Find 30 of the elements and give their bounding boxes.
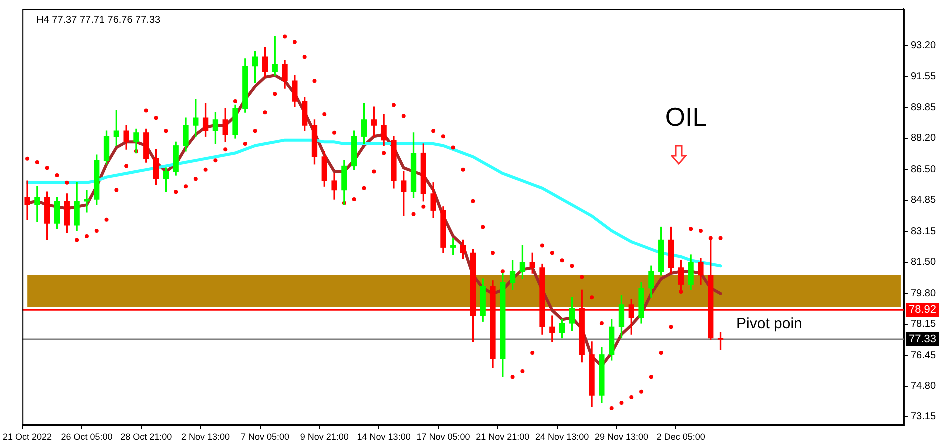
- y-tick-label: 86.50: [910, 164, 936, 176]
- ref-line-label: Pivot poin: [736, 315, 802, 332]
- y-tick-label: 84.85: [910, 195, 936, 206]
- annotation: 77.33: [908, 334, 937, 346]
- x-tick-label: 21 Nov 21:00: [476, 432, 530, 442]
- x-tick-label: 21 Oct 2022: [3, 432, 52, 442]
- x-tick-label: 9 Nov 21:00: [300, 432, 349, 442]
- y-tick-label: 76.45: [910, 350, 936, 362]
- annotation: 78.92: [908, 304, 937, 316]
- x-tick-label: 17 Nov 05:00: [416, 432, 470, 442]
- x-tick-label: 28 Oct 21:00: [120, 432, 172, 442]
- y-tick-label: 93.20: [910, 40, 936, 52]
- x-tick-label: 7 Nov 05:00: [240, 432, 290, 442]
- x-tick-label: 29 Nov 13:00: [594, 432, 649, 442]
- y-tick-label: 74.80: [910, 381, 936, 392]
- x-tick-label: 14 Nov 13:00: [357, 432, 411, 442]
- x-tick-label: 26 Oct 05:00: [61, 432, 113, 442]
- y-tick-label: 78.15: [910, 319, 936, 330]
- y-tick-label: 83.15: [910, 226, 936, 238]
- y-tick-label: 81.50: [910, 257, 936, 268]
- x-tick-label: 2 Dec 05:00: [656, 432, 706, 442]
- y-tick-label: 91.55: [910, 71, 936, 82]
- y-tick-label: 73.15: [910, 412, 936, 423]
- y-tick-label: 79.80: [910, 288, 936, 300]
- x-tick-label: 2 Nov 13:00: [182, 432, 230, 442]
- text: H4 77.37 77.71 76.76 77.33: [36, 14, 162, 26]
- y-tick-label: 89.85: [910, 102, 936, 114]
- annotation: OIL: [665, 102, 708, 132]
- y-tick-label: 88.20: [910, 133, 936, 144]
- x-tick-label: 24 Nov 13:00: [536, 432, 590, 442]
